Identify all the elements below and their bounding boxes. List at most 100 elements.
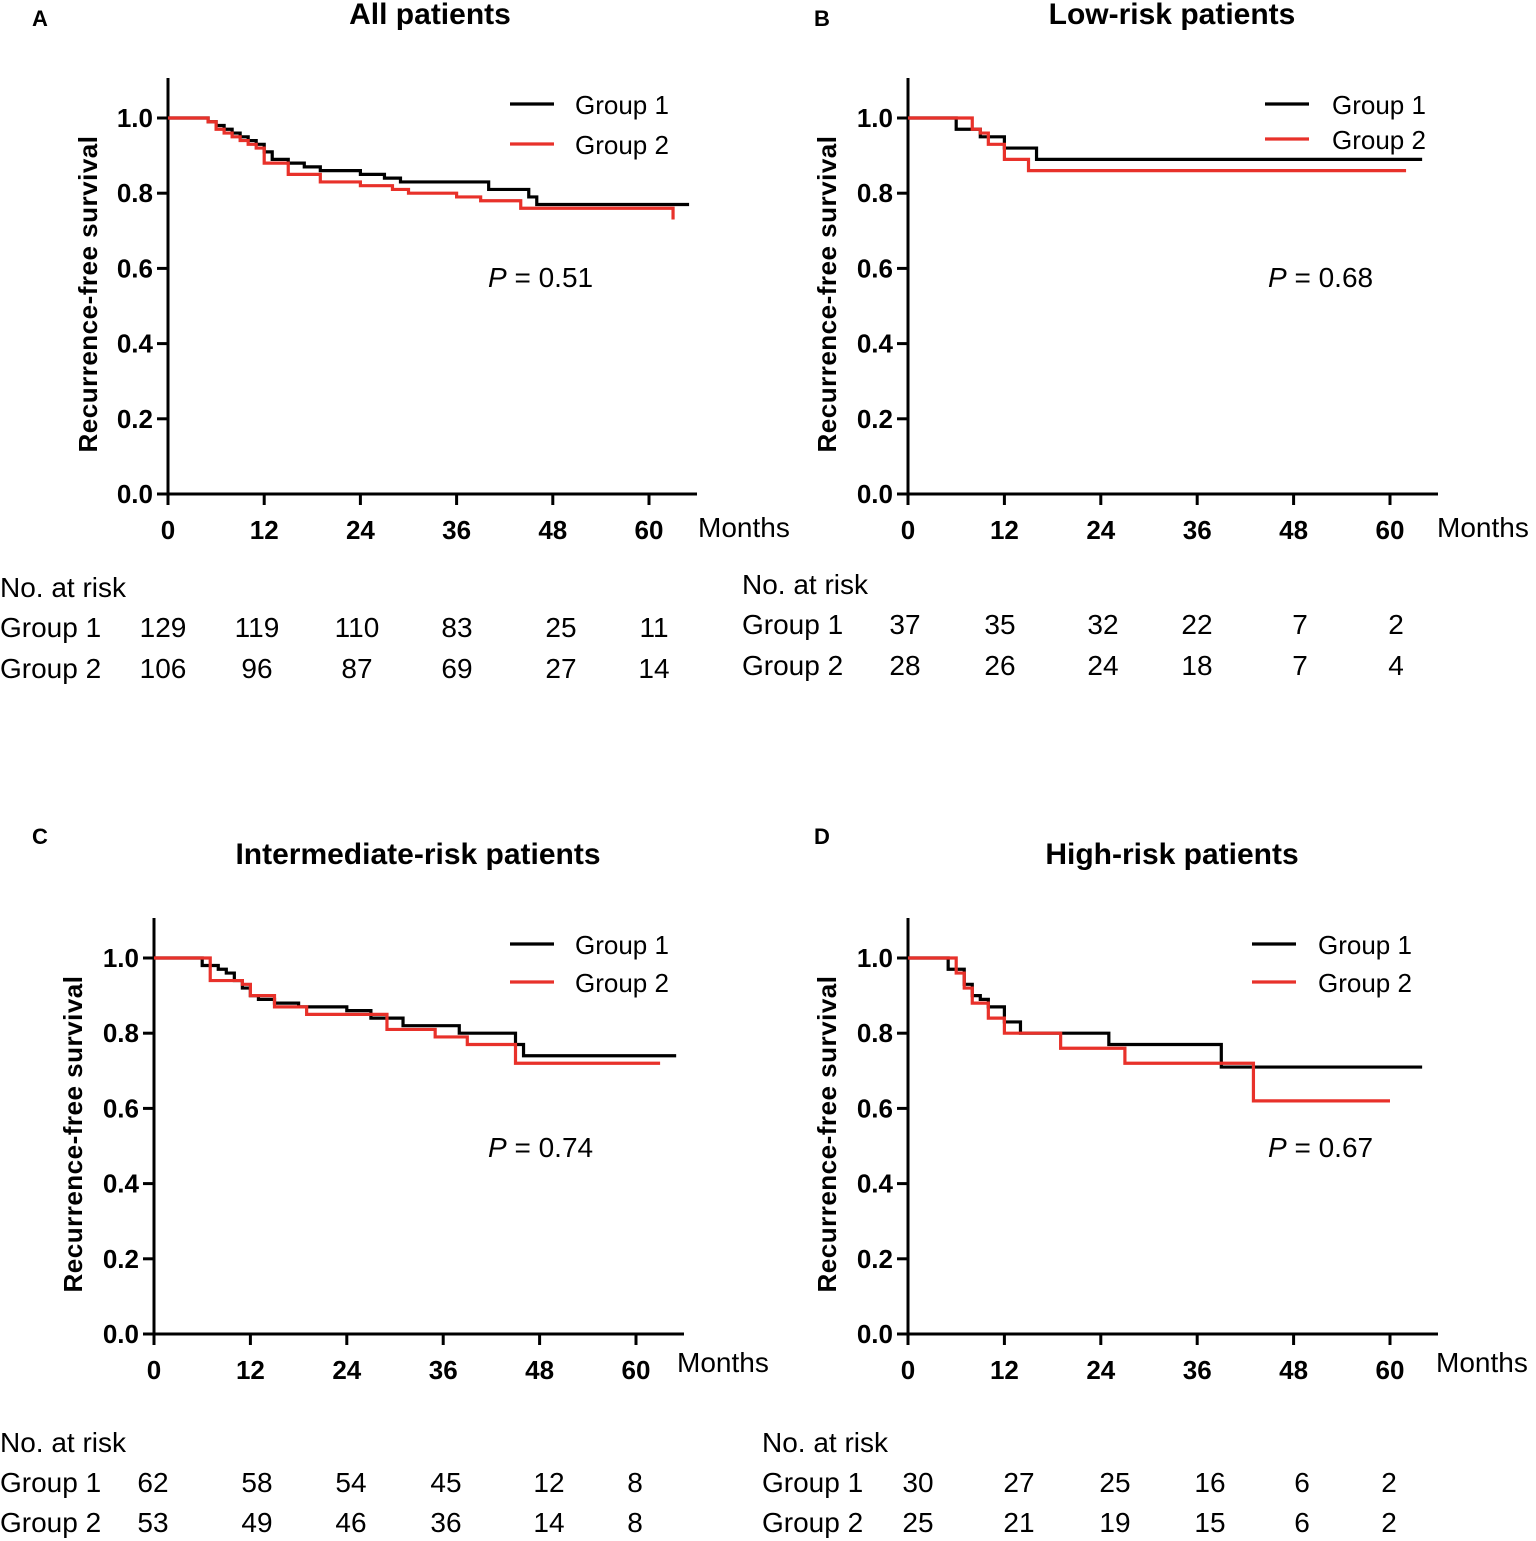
x-tick-label: 60 bbox=[1376, 515, 1405, 545]
at-risk-value: 18 bbox=[1181, 650, 1212, 681]
p-value-text: = 0.74 bbox=[507, 1132, 593, 1163]
p-value: P = 0.51 bbox=[488, 262, 593, 293]
at-risk-table: No. at risk Group 1 37 35 32 22 7 2 Group 2 28 26 2… bbox=[742, 569, 1404, 681]
chart-title: Intermediate-risk patients bbox=[235, 838, 600, 871]
p-value-prefix: P bbox=[488, 1132, 507, 1163]
at-risk-row-label: Group 2 bbox=[0, 653, 101, 684]
at-risk-row-label: Group 2 bbox=[742, 650, 843, 681]
panel-letter: A bbox=[32, 6, 48, 31]
at-risk-value: 96 bbox=[241, 653, 272, 684]
p-value: P = 0.67 bbox=[1268, 1132, 1373, 1163]
panel-d: D High-risk patients Recurrence-free survi… bbox=[762, 824, 1528, 1538]
x-tick-label: 60 bbox=[635, 515, 664, 545]
y-tick-label: 1.0 bbox=[857, 943, 893, 973]
y-tick-label: 1.0 bbox=[103, 943, 139, 973]
panel-letter: C bbox=[32, 824, 48, 849]
y-tick-label: 0.6 bbox=[117, 253, 153, 283]
at-risk-value: 19 bbox=[1099, 1507, 1130, 1538]
y-axis-label: Recurrence-free survival bbox=[812, 976, 842, 1293]
chart-title: High-risk patients bbox=[1045, 838, 1298, 871]
panel-c: C Intermediate-risk patients Recurrence-fr… bbox=[0, 824, 769, 1538]
at-risk-value: 26 bbox=[984, 650, 1015, 681]
x-tick-label: 36 bbox=[429, 1355, 458, 1385]
at-risk-header: No. at risk bbox=[0, 572, 127, 603]
at-risk-table: No. at risk Group 1 62 58 54 45 12 8 Group 2 53 49… bbox=[0, 1427, 643, 1538]
x-tick-label: 24 bbox=[1086, 1355, 1115, 1385]
at-risk-value: 21 bbox=[1003, 1507, 1034, 1538]
at-risk-value: 83 bbox=[441, 612, 472, 643]
at-risk-value: 53 bbox=[137, 1507, 168, 1538]
km-curve-group-2 bbox=[154, 956, 661, 1065]
x-tick-label: 24 bbox=[332, 1355, 361, 1385]
km-curve-group-2 bbox=[908, 956, 1390, 1103]
y-tick-label: 0.0 bbox=[857, 1319, 893, 1349]
x-tick-label: 12 bbox=[250, 515, 279, 545]
p-value-text: = 0.68 bbox=[1287, 262, 1373, 293]
at-risk-value: 46 bbox=[335, 1507, 366, 1538]
at-risk-value: 25 bbox=[1099, 1467, 1130, 1498]
y-tick-label: 0.4 bbox=[857, 329, 894, 359]
p-value-prefix: P bbox=[488, 262, 507, 293]
at-risk-value: 69 bbox=[441, 653, 472, 684]
y-tick-label: 0.0 bbox=[857, 479, 893, 509]
y-tick-label: 0.6 bbox=[857, 1093, 893, 1123]
at-risk-header: No. at risk bbox=[762, 1427, 889, 1458]
x-tick-label: 48 bbox=[538, 515, 567, 545]
x-tick-label: 12 bbox=[990, 1355, 1019, 1385]
x-tick-label: 60 bbox=[1376, 1355, 1405, 1385]
x-tick-label: 0 bbox=[147, 1355, 161, 1385]
x-tick-label: 48 bbox=[1279, 515, 1308, 545]
x-axis-label: Months bbox=[698, 512, 790, 543]
at-risk-value: 16 bbox=[1194, 1467, 1225, 1498]
y-tick-label: 0.0 bbox=[103, 1319, 139, 1349]
at-risk-value: 25 bbox=[545, 612, 576, 643]
at-risk-value: 87 bbox=[341, 653, 372, 684]
legend-label: Group 2 bbox=[1332, 125, 1426, 155]
legend-label: Group 2 bbox=[575, 968, 669, 998]
at-risk-row-label: Group 1 bbox=[742, 609, 843, 640]
at-risk-header: No. at risk bbox=[742, 569, 869, 600]
at-risk-value: 22 bbox=[1181, 609, 1212, 640]
at-risk-value: 36 bbox=[430, 1507, 461, 1538]
y-axis-label: Recurrence-free survival bbox=[812, 136, 842, 453]
x-tick-label: 36 bbox=[442, 515, 471, 545]
at-risk-row-label: Group 1 bbox=[762, 1467, 863, 1498]
y-tick-label: 1.0 bbox=[117, 103, 153, 133]
at-risk-table: No. at risk Group 1 30 27 25 16 6 2 Group 2 25 21 1… bbox=[762, 1427, 1397, 1538]
at-risk-value: 7 bbox=[1292, 650, 1308, 681]
x-tick-label: 24 bbox=[1086, 515, 1115, 545]
panel-a: A All patients Recurrence-free survival 0.0… bbox=[0, 0, 790, 684]
at-risk-value: 49 bbox=[241, 1507, 272, 1538]
x-axis-label: Months bbox=[1436, 1347, 1528, 1378]
legend-label: Group 1 bbox=[1318, 930, 1412, 960]
y-tick-label: 0.4 bbox=[103, 1169, 140, 1199]
x-axis-label: Months bbox=[1437, 512, 1529, 543]
y-axis-label: Recurrence-free survival bbox=[58, 976, 88, 1293]
x-tick-label: 0 bbox=[901, 515, 915, 545]
legend-label: Group 1 bbox=[575, 90, 669, 120]
at-risk-value: 106 bbox=[140, 653, 187, 684]
y-tick-label: 0.6 bbox=[857, 253, 893, 283]
y-tick-label: 0.8 bbox=[103, 1018, 139, 1048]
p-value: P = 0.74 bbox=[488, 1132, 593, 1163]
km-curve-group-1 bbox=[168, 116, 690, 207]
at-risk-value: 119 bbox=[235, 612, 280, 643]
at-risk-value: 14 bbox=[533, 1507, 564, 1538]
x-tick-label: 60 bbox=[622, 1355, 651, 1385]
p-value-text: = 0.51 bbox=[507, 262, 593, 293]
x-tick-label: 36 bbox=[1183, 515, 1212, 545]
y-axis-label: Recurrence-free survival bbox=[73, 136, 103, 453]
at-risk-value: 2 bbox=[1388, 609, 1404, 640]
y-tick-label: 0.2 bbox=[117, 404, 153, 434]
at-risk-value: 30 bbox=[902, 1467, 933, 1498]
chart-title: Low-risk patients bbox=[1049, 0, 1296, 31]
x-tick-label: 48 bbox=[1279, 1355, 1308, 1385]
x-tick-label: 12 bbox=[990, 515, 1019, 545]
at-risk-row-label: Group 1 bbox=[0, 612, 101, 643]
at-risk-value: 8 bbox=[627, 1507, 643, 1538]
p-value-text: = 0.67 bbox=[1287, 1132, 1373, 1163]
at-risk-value: 25 bbox=[902, 1507, 933, 1538]
at-risk-value: 24 bbox=[1087, 650, 1118, 681]
at-risk-value: 14 bbox=[638, 653, 669, 684]
